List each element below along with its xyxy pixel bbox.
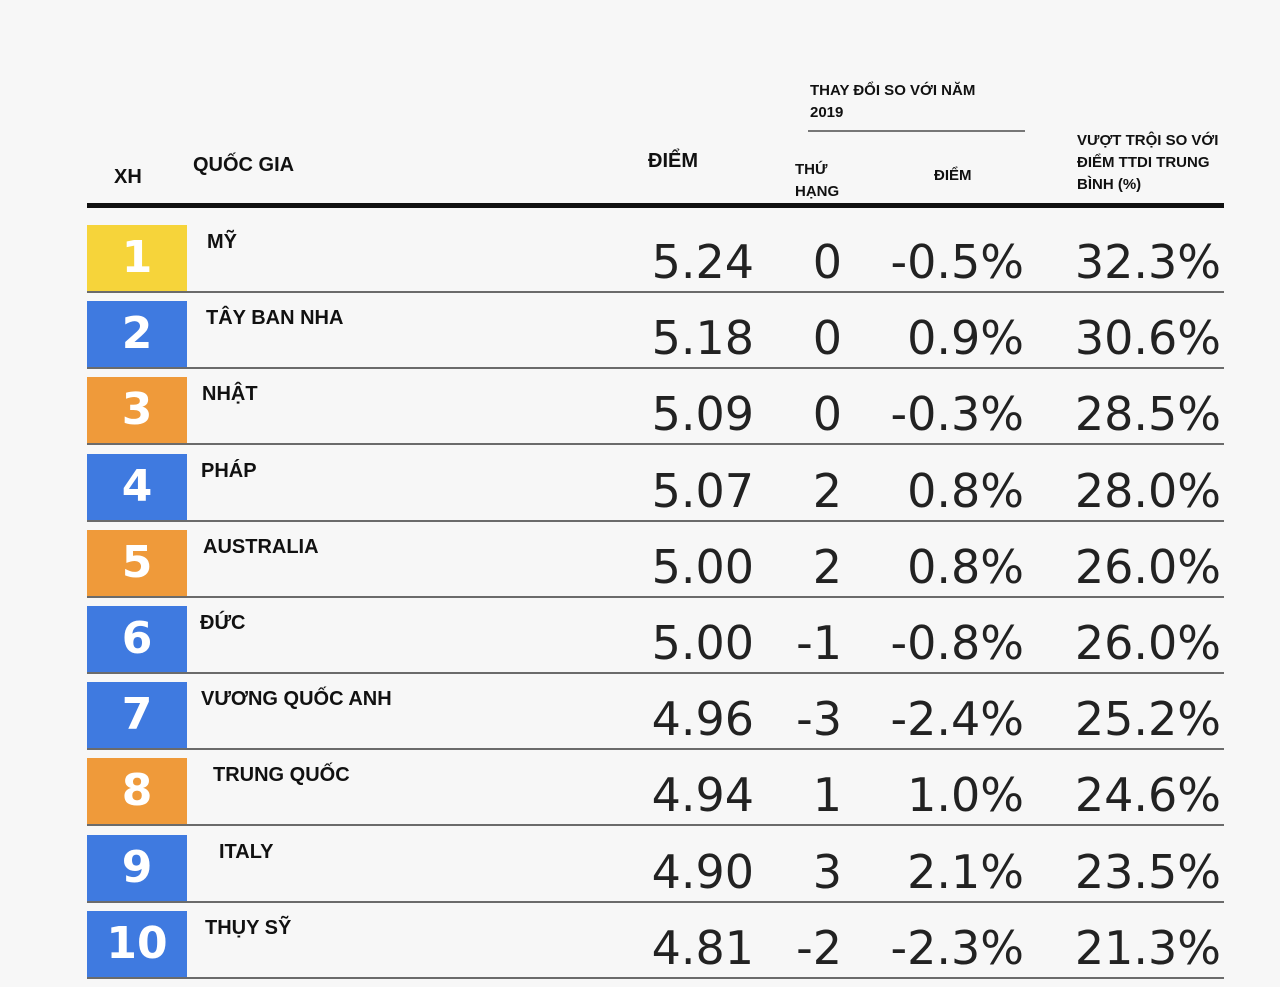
table-row: 6 ĐỨC 5.00 -1 -0.8% 26.0% [87, 606, 1224, 682]
country-name: THỤY SỸ [205, 917, 292, 939]
country-name: TRUNG QUỐC [213, 764, 350, 786]
score-change-value: 0.8% [907, 540, 1024, 594]
score-change-value: 1.0% [907, 768, 1024, 822]
rank-badge: 4 [87, 454, 187, 520]
header-country: QUỐC GIA [193, 154, 295, 176]
excel-value: 24.6% [1074, 768, 1221, 822]
country-name: PHÁP [201, 460, 257, 482]
header-change-group: THAY ĐỔI SO VỚI NĂM 2019 [810, 82, 976, 121]
score-value: 4.94 [651, 768, 754, 822]
table-row: 2 TÂY BAN NHA 5.18 0 0.9% 30.6% [87, 301, 1224, 377]
score-value: 5.00 [651, 540, 754, 594]
row-divider [87, 901, 1224, 903]
excel-value: 21.3% [1074, 921, 1221, 975]
header-excel: VƯỢT TRỘI SO VỚI ĐIỂM TTDI TRUNG BÌNH (%… [1077, 132, 1219, 193]
score-change-value: -2.4% [890, 692, 1024, 746]
row-divider [87, 367, 1224, 369]
row-divider [87, 977, 1224, 979]
rank-badge: 1 [87, 225, 187, 291]
score-value: 5.24 [651, 235, 754, 289]
row-divider [87, 520, 1224, 522]
rank-badge: 7 [87, 682, 187, 748]
excel-value: 32.3% [1074, 235, 1221, 289]
table-row: 4 PHÁP 5.07 2 0.8% 28.0% [87, 454, 1224, 530]
rank-change-value: 0 [812, 235, 842, 289]
rank-badge: 8 [87, 758, 187, 824]
rank-badge: 2 [87, 301, 187, 367]
row-divider [87, 672, 1224, 674]
header-rank: XH [114, 166, 142, 188]
row-divider [87, 443, 1224, 445]
table-row: 9 ITALY 4.90 3 2.1% 23.5% [87, 835, 1224, 911]
score-change-value: 2.1% [907, 845, 1024, 899]
country-name: TÂY BAN NHA [206, 307, 344, 329]
score-change-value: -0.3% [890, 387, 1024, 441]
score-value: 4.96 [651, 692, 754, 746]
excel-value: 30.6% [1074, 311, 1221, 365]
table-row: 3 NHẬT 5.09 0 -0.3% 28.5% [87, 377, 1224, 453]
table-row: 8 TRUNG QUỐC 4.94 1 1.0% 24.6% [87, 758, 1224, 834]
score-change-value: -0.5% [890, 235, 1024, 289]
header-group-divider [808, 130, 1025, 132]
table-row: 1 MỸ 5.24 0 -0.5% 32.3% [87, 225, 1224, 301]
score-change-value: 0.8% [907, 464, 1024, 518]
score-value: 4.81 [651, 921, 754, 975]
rank-change-value: 0 [812, 387, 842, 441]
table-row: 7 VƯƠNG QUỐC ANH 4.96 -3 -2.4% 25.2% [87, 682, 1224, 758]
rank-change-value: 0 [812, 311, 842, 365]
score-value: 5.00 [651, 616, 754, 670]
rank-badge: 10 [87, 911, 187, 977]
country-name: NHẬT [202, 383, 258, 405]
rank-change-value: -3 [796, 692, 842, 746]
rank-badge: 5 [87, 530, 187, 596]
header-rank-change: THỨ HẠNG [795, 161, 840, 200]
rank-change-value: 3 [812, 845, 842, 899]
country-name: AUSTRALIA [203, 536, 319, 558]
row-divider [87, 291, 1224, 293]
excel-value: 23.5% [1074, 845, 1221, 899]
row-divider [87, 824, 1224, 826]
score-change-value: -0.8% [890, 616, 1024, 670]
header-rule [87, 203, 1224, 208]
excel-value: 26.0% [1074, 616, 1221, 670]
country-name: VƯƠNG QUỐC ANH [201, 688, 392, 710]
excel-value: 25.2% [1074, 692, 1221, 746]
row-divider [87, 596, 1224, 598]
rank-change-value: 2 [812, 540, 842, 594]
score-change-value: -2.3% [890, 921, 1024, 975]
excel-value: 28.5% [1074, 387, 1221, 441]
score-change-value: 0.9% [907, 311, 1024, 365]
rank-badge: 6 [87, 606, 187, 672]
table-row: 10 THỤY SỸ 4.81 -2 -2.3% 21.3% [87, 911, 1224, 987]
header-score-change: ĐIỂM [934, 167, 972, 184]
rank-change-value: -2 [796, 921, 842, 975]
row-divider [87, 748, 1224, 750]
rank-change-value: -1 [796, 616, 842, 670]
excel-value: 26.0% [1074, 540, 1221, 594]
score-value: 5.09 [651, 387, 754, 441]
country-name: ITALY [219, 841, 274, 863]
excel-value: 28.0% [1074, 464, 1221, 518]
score-value: 5.18 [651, 311, 754, 365]
rank-change-value: 1 [812, 768, 842, 822]
rank-change-value: 2 [812, 464, 842, 518]
country-name: ĐỨC [200, 612, 246, 634]
rank-badge: 3 [87, 377, 187, 443]
score-value: 5.07 [651, 464, 754, 518]
country-name: MỸ [207, 231, 237, 253]
rank-badge: 9 [87, 835, 187, 901]
table-row: 5 AUSTRALIA 5.00 2 0.8% 26.0% [87, 530, 1224, 606]
header-score: ĐIỂM [648, 150, 698, 172]
score-value: 4.90 [651, 845, 754, 899]
